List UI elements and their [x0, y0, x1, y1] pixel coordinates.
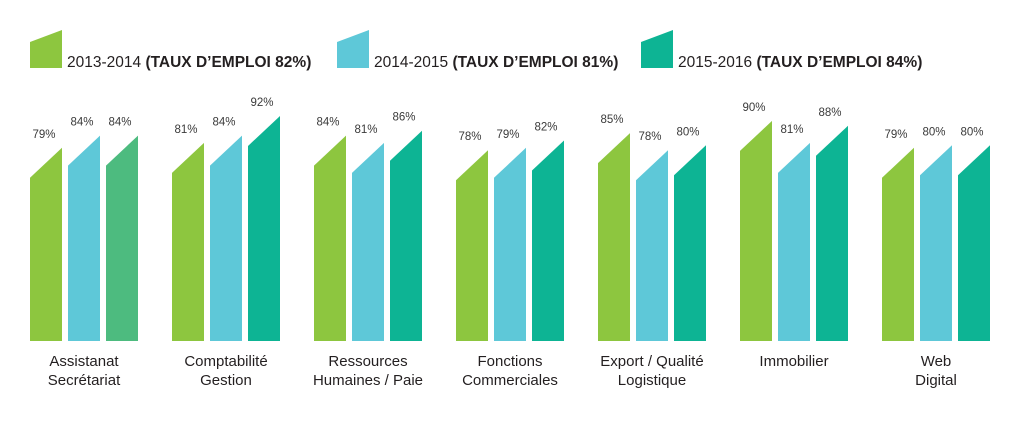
legend-swatch	[30, 30, 62, 68]
value-label: 81%	[174, 124, 197, 136]
value-label: 82%	[534, 122, 557, 134]
legend-series-name: 2013-2014	[67, 54, 145, 71]
bar-2015-2016-1	[248, 116, 280, 341]
bars	[30, 116, 990, 342]
value-label: 84%	[212, 117, 235, 129]
category-label-line: Humaines / Paie	[313, 372, 423, 389]
bar-2015-2016-4	[674, 145, 706, 341]
value-labels: 79% 84% 84% 81% 84% 92% 84% 81% 86% 78% 79% 82% 85% 7…	[32, 97, 983, 143]
category-label-line: Ressources	[328, 353, 407, 370]
bar-2015-2016-2	[390, 130, 422, 341]
category-label-line: Logistique	[618, 372, 686, 389]
legend-label: 2015-2016 (TAUX D’EMPLOI 84%)	[678, 54, 922, 71]
category-label-line: Comptabilité	[184, 353, 267, 370]
category-label: Web Digital	[915, 353, 957, 389]
category-label-line: Gestion	[200, 372, 252, 389]
bar-2014-2015-2	[352, 142, 384, 341]
value-label: 79%	[884, 129, 907, 141]
value-label: 90%	[742, 102, 765, 114]
category-label-line: Immobilier	[759, 353, 828, 370]
legend-series-name: 2014-2015	[374, 54, 452, 71]
bar-2014-2015-3	[494, 147, 526, 341]
category-label: Fonctions Commerciales	[462, 353, 558, 389]
bar-2013-2014-1	[172, 142, 204, 341]
value-label: 78%	[458, 131, 481, 143]
value-label: 81%	[354, 124, 377, 136]
bar-2014-2015-1	[210, 135, 242, 341]
value-label: 86%	[392, 112, 415, 124]
bar-2013-2014-5	[740, 120, 772, 342]
value-label: 79%	[32, 129, 55, 141]
value-label: 88%	[818, 107, 841, 119]
category-label: Export / Qualité Logistique	[600, 353, 703, 389]
bar-2015-2016-0	[106, 135, 138, 341]
value-label: 81%	[780, 124, 803, 136]
legend-item-2013-2014: 2013-2014 (TAUX D’EMPLOI 82%)	[30, 30, 311, 71]
legend-series-detail: (TAUX D’EMPLOI 81%)	[452, 54, 618, 71]
category-label-line: Export / Qualité	[600, 353, 703, 370]
bar-2014-2015-0	[68, 135, 100, 341]
value-label: 85%	[600, 114, 623, 126]
legend-item-2015-2016: 2015-2016 (TAUX D’EMPLOI 84%)	[641, 30, 922, 71]
value-label: 92%	[250, 97, 273, 109]
bar-2013-2014-3	[456, 150, 488, 341]
legend-series-detail: (TAUX D’EMPLOI 84%)	[756, 54, 922, 71]
value-label: 80%	[922, 126, 945, 138]
bar-2013-2014-2	[314, 135, 346, 341]
category-label-line: Fonctions	[477, 353, 542, 370]
bar-2013-2014-6	[882, 147, 914, 341]
category-labels: Assistanat Secrétariat Comptabilité Gestion…	[48, 353, 957, 389]
bar-2013-2014-0	[30, 147, 62, 341]
category-label-line: Secrétariat	[48, 372, 121, 389]
category-label-line: Commerciales	[462, 372, 558, 389]
legend-series-detail: (TAUX D’EMPLOI 82%)	[145, 54, 311, 71]
legend-swatch	[337, 30, 369, 68]
category-label: Comptabilité Gestion	[184, 353, 267, 389]
category-label-line: Assistanat	[49, 353, 119, 370]
legend-item-2014-2015: 2014-2015 (TAUX D’EMPLOI 81%)	[337, 30, 618, 71]
value-label: 84%	[70, 117, 93, 129]
bar-2014-2015-5	[778, 142, 810, 341]
bar-2015-2016-3	[532, 140, 564, 341]
bar-2015-2016-5	[816, 125, 848, 341]
value-label: 79%	[496, 129, 519, 141]
value-label: 78%	[638, 131, 661, 143]
bar-2014-2015-4	[636, 150, 668, 341]
bar-2015-2016-6	[958, 145, 990, 341]
bar-2014-2015-6	[920, 145, 952, 341]
legend-swatch	[641, 30, 673, 68]
legend: 2013-2014 (TAUX D’EMPLOI 82%) 2014-2015 (…	[30, 30, 922, 71]
legend-label: 2013-2014 (TAUX D’EMPLOI 82%)	[67, 54, 311, 71]
bar-2013-2014-4	[598, 133, 630, 341]
category-label: Immobilier	[759, 353, 828, 370]
value-label: 84%	[108, 117, 131, 129]
category-label-line: Web	[921, 353, 952, 370]
value-label: 80%	[960, 126, 983, 138]
value-label: 84%	[316, 117, 339, 129]
category-label-line: Digital	[915, 372, 957, 389]
value-label: 80%	[676, 126, 699, 138]
legend-series-name: 2015-2016	[678, 54, 756, 71]
legend-label: 2014-2015 (TAUX D’EMPLOI 81%)	[374, 54, 618, 71]
category-label: Ressources Humaines / Paie	[313, 353, 423, 389]
category-label: Assistanat Secrétariat	[48, 353, 121, 389]
